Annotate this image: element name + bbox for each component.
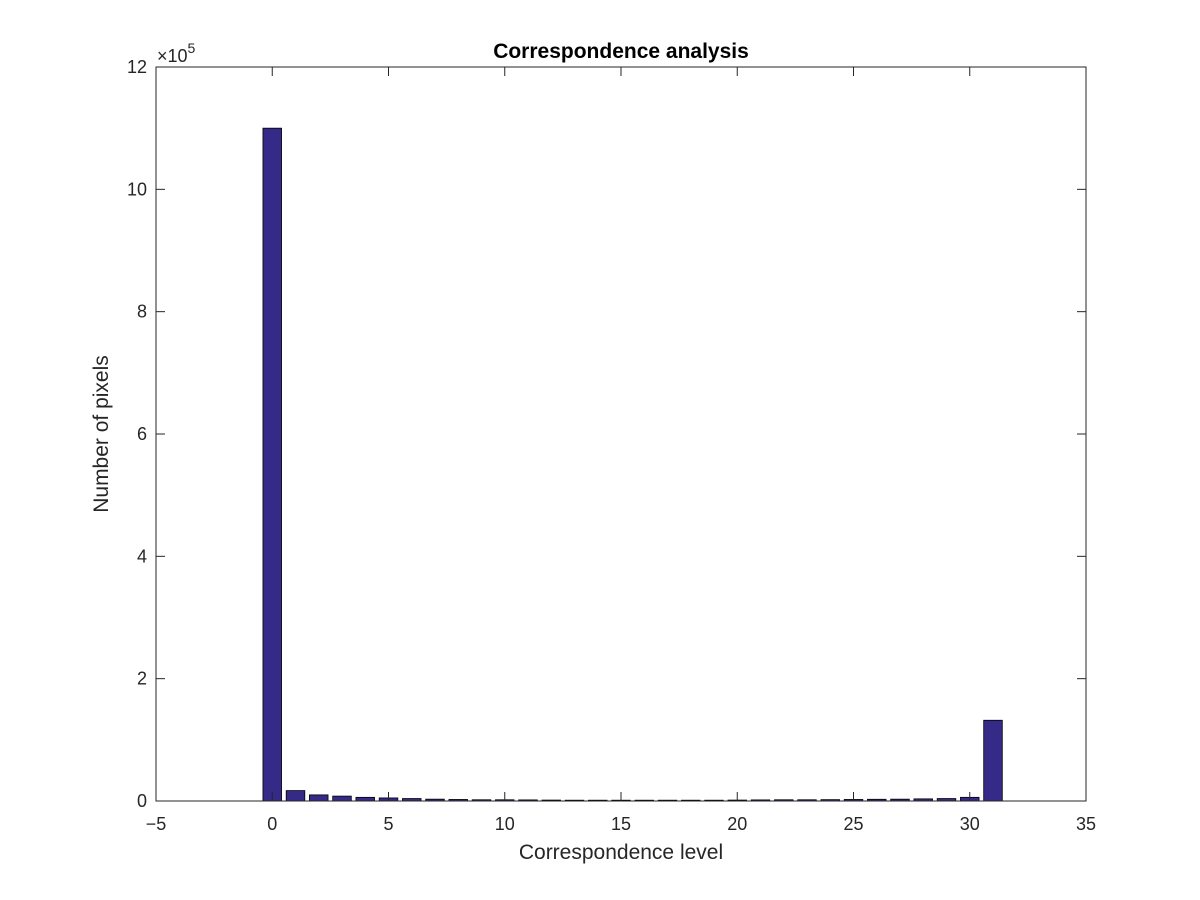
x-tick-label: 30 [960, 814, 980, 834]
bar-level-31 [983, 719, 1003, 802]
y-tick-label: 2 [137, 669, 147, 689]
y-exponent-label: ×105 [157, 40, 196, 66]
y-exponent-power: 5 [188, 40, 196, 56]
x-tick-label: 20 [727, 814, 747, 834]
y-tick-label: 0 [137, 791, 147, 811]
bar-level-0 [262, 127, 282, 802]
svg-text:×105: ×105 [157, 40, 196, 66]
x-tick-label: 10 [495, 814, 515, 834]
bar-level-4 [355, 796, 375, 802]
x-tick-label: 35 [1076, 814, 1096, 834]
x-tick-label: 15 [611, 814, 631, 834]
y-exponent-prefix: ×10 [157, 46, 188, 66]
plot-area: −5 0 5 10 15 20 25 30 35 0 2 4 6 8 10 12 [127, 57, 1096, 834]
chart-title: Correspondence analysis [493, 40, 749, 63]
x-tick-label: 5 [383, 814, 393, 834]
x-axis-label: Correspondence level [519, 841, 723, 864]
bar-level-3 [332, 795, 352, 802]
x-tick-label: 25 [843, 814, 863, 834]
bar-level-2 [309, 794, 329, 802]
y-tick-label: 4 [137, 546, 147, 566]
y-tick-label: 8 [137, 302, 147, 322]
y-tick-label: 12 [127, 57, 147, 77]
bar-level-1 [285, 790, 306, 802]
y-axis-label: Number of pixels [90, 355, 113, 513]
y-tick-label: 6 [137, 424, 147, 444]
x-tick-label: 0 [267, 814, 277, 834]
x-tick-label: −5 [146, 814, 167, 834]
y-tick-label: 10 [127, 179, 147, 199]
